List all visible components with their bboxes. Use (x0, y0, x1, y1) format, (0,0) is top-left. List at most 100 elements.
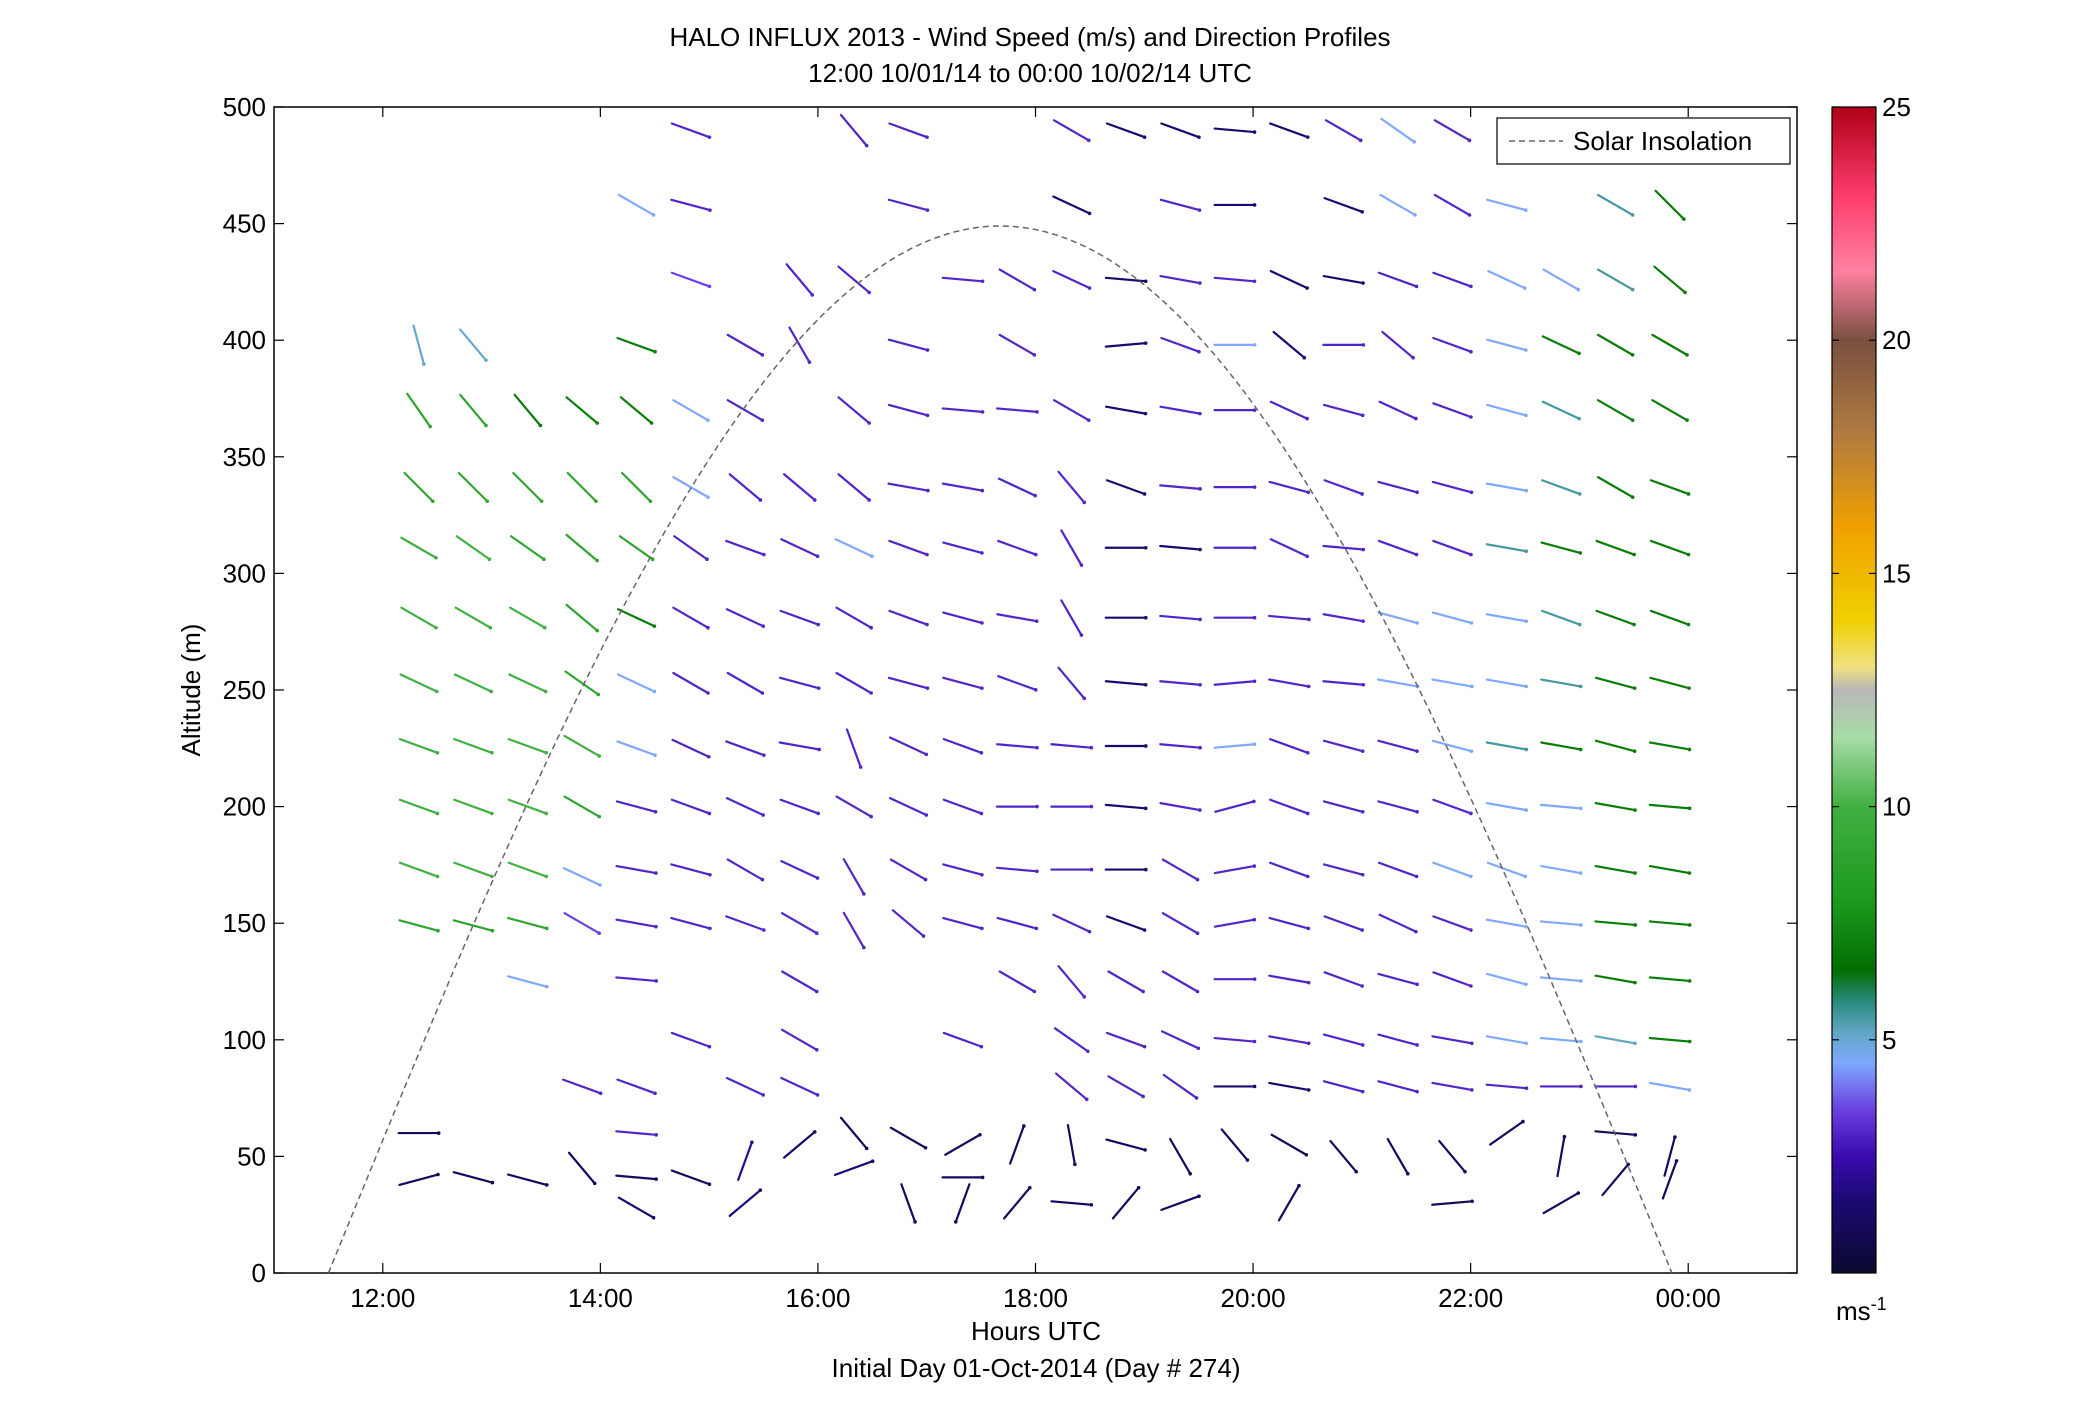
wind-arrow-head (870, 554, 874, 559)
wind-arrow (941, 482, 984, 492)
wind-arrow-head (1306, 1041, 1311, 1046)
x-tick-label: 16:00 (785, 1283, 850, 1313)
wind-arrow-head (814, 931, 819, 935)
wind-arrow (1594, 920, 1637, 927)
wind-arrow-head (815, 1093, 820, 1097)
wind-arrow (1268, 678, 1310, 688)
wind-arrow-head (1361, 547, 1366, 552)
wind-arrow-head (1034, 619, 1039, 623)
wind-arrow (561, 1078, 602, 1095)
wind-arrow-head (1082, 500, 1087, 505)
wind-arrow (779, 609, 820, 626)
wind-arrow (888, 122, 929, 139)
wind-arrow (1596, 193, 1634, 217)
wind-arrow (780, 1076, 819, 1096)
wind-arrow-head (708, 872, 712, 877)
wind-arrow (1054, 1072, 1088, 1101)
wind-arrow (1379, 193, 1417, 217)
wind-arrow (1057, 965, 1086, 998)
wind-arrow (1432, 271, 1473, 288)
wind-arrow-head (980, 686, 984, 690)
wind-arrow (565, 396, 599, 425)
wind-arrow-head (1252, 130, 1257, 134)
wind-arrow-head (595, 421, 599, 425)
wind-arrow (1485, 918, 1528, 928)
wind-arrow (1485, 802, 1528, 812)
wind-arrow-head (708, 926, 712, 931)
wind-arrow-head (1687, 686, 1691, 690)
wind-arrow (673, 535, 709, 561)
wind-arrow (1486, 861, 1527, 878)
colorbar-tick-label: 20 (1882, 325, 1911, 355)
wind-arrow-head (1360, 413, 1365, 418)
wind-arrow-head (758, 1188, 763, 1192)
wind-arrow-head (1632, 552, 1636, 557)
wind-arrow (564, 670, 600, 696)
wind-arrow (726, 333, 764, 356)
wind-arrow-head (1143, 867, 1148, 872)
wind-arrow-head (1633, 808, 1637, 812)
wind-arrow (998, 268, 1036, 291)
wind-arrow-head (1630, 353, 1635, 357)
wind-arrow-head (1028, 1185, 1032, 1190)
wind-arrow-head (1197, 208, 1202, 212)
wind-arrow (1485, 543, 1528, 553)
wind-arrow-head (1082, 696, 1087, 701)
colorbar-ticks: 5 10 15 20 25 (1832, 92, 1911, 1055)
wind-arrow (1594, 802, 1637, 812)
wind-arrow-head (1361, 682, 1366, 687)
wind-arrow-head (980, 488, 985, 493)
wind-arrow-head (1358, 138, 1363, 143)
wind-arrow (1486, 972, 1527, 986)
wind-arrow-head (1633, 1133, 1638, 1137)
wind-arrow (888, 609, 929, 626)
wind-arrow (783, 1130, 816, 1159)
wind-arrow (1594, 864, 1637, 875)
wind-arrow-head (490, 811, 494, 816)
wind-arrow (1595, 609, 1636, 626)
wind-arrow-head (1302, 355, 1307, 360)
wind-arrow-head (707, 1182, 712, 1187)
wind-arrow (781, 912, 818, 935)
wind-arrow (1213, 1036, 1256, 1043)
wind-arrow (453, 738, 493, 754)
wind-arrow (1432, 971, 1473, 988)
wind-arrow-head (1361, 619, 1365, 623)
wind-arrow-head (1523, 874, 1528, 879)
wind-arrow-head (1034, 926, 1039, 931)
wind-arrow-head (1578, 871, 1583, 875)
wind-arrow (563, 734, 601, 758)
wind-arrow (781, 970, 818, 993)
wind-arrow-head (1579, 923, 1583, 927)
wind-arrow-head (1686, 492, 1691, 496)
wind-arrow-head (1360, 1043, 1365, 1047)
wind-arrow-head (913, 1220, 917, 1224)
wind-arrow-head (707, 284, 712, 289)
wind-arrow-head (814, 1048, 819, 1052)
wind-arrow (1594, 974, 1637, 984)
wind-arrow-head (1524, 924, 1529, 929)
wind-arrow-head (925, 348, 930, 352)
wind-arrow-head (1198, 617, 1202, 622)
colorbar-unit-base: ms (1836, 1296, 1871, 1326)
wind-arrow (403, 471, 434, 503)
wind-arrow-head (1524, 488, 1529, 493)
wind-arrow-head (1630, 213, 1635, 217)
wind-arrow-head (925, 686, 930, 690)
wind-arrow (452, 1171, 494, 1184)
wind-arrow-head (750, 1140, 754, 1145)
wind-arrow (725, 740, 765, 757)
wind-arrow (1377, 972, 1419, 986)
wind-arrow-head (762, 552, 766, 557)
wind-arrow (1432, 539, 1473, 556)
wind-arrow-head (595, 558, 599, 563)
chart-subtitle: 12:00 10/01/14 to 00:00 10/02/14 UTC (808, 58, 1252, 88)
wind-arrow (1267, 614, 1310, 621)
wind-arrow-head (869, 691, 873, 695)
wind-arrow-head (707, 811, 712, 816)
wind-arrow (1485, 1083, 1528, 1090)
wind-arrow-head (436, 1172, 440, 1177)
wind-arrow (1213, 127, 1256, 134)
wind-arrow (780, 538, 819, 558)
